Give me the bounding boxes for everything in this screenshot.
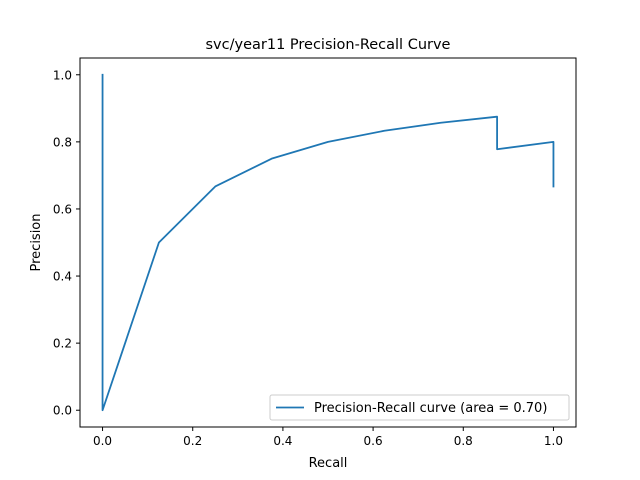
x-tick-label: 0.2 [183,434,202,448]
legend-box [269,394,570,421]
series-line-0 [101,73,555,412]
x-tick-label: 0.0 [93,434,112,448]
y-tick-label: 1.0 [53,68,72,82]
y-tick-label: 0.0 [53,404,72,418]
y-tick-label: 0.2 [53,337,72,351]
series-layer [101,73,555,412]
x-axis-ticks: 0.0 0.2 0.4 0.6 0.8 1.0 [93,427,563,448]
x-tick-label: 0.6 [364,434,383,448]
y-axis-label: Precision [29,213,44,271]
axes-frame [79,57,577,428]
x-axis-label: Recall [309,456,348,471]
x-tick-label: 1.0 [544,434,563,448]
legend: Precision-Recall curve (area = 0.70) [269,394,570,421]
y-axis-ticks: 0.0 0.2 0.4 0.6 0.8 1.0 [53,68,80,418]
y-tick-label: 0.4 [53,270,72,284]
plot-area: 0.0 0.2 0.4 0.6 0.8 1.0 0.0 0.2 0.4 0.6 0.8 1.0 [53,57,577,448]
y-tick-label: 0.8 [53,135,72,149]
x-tick-label: 0.8 [454,434,473,448]
chart-title: svc/year11 Precision-Recall Curve [206,37,451,53]
legend-entry-label: Precision-Recall curve (area = 0.70) [314,401,547,416]
x-tick-label: 0.4 [273,434,292,448]
y-tick-label: 0.6 [53,202,72,216]
